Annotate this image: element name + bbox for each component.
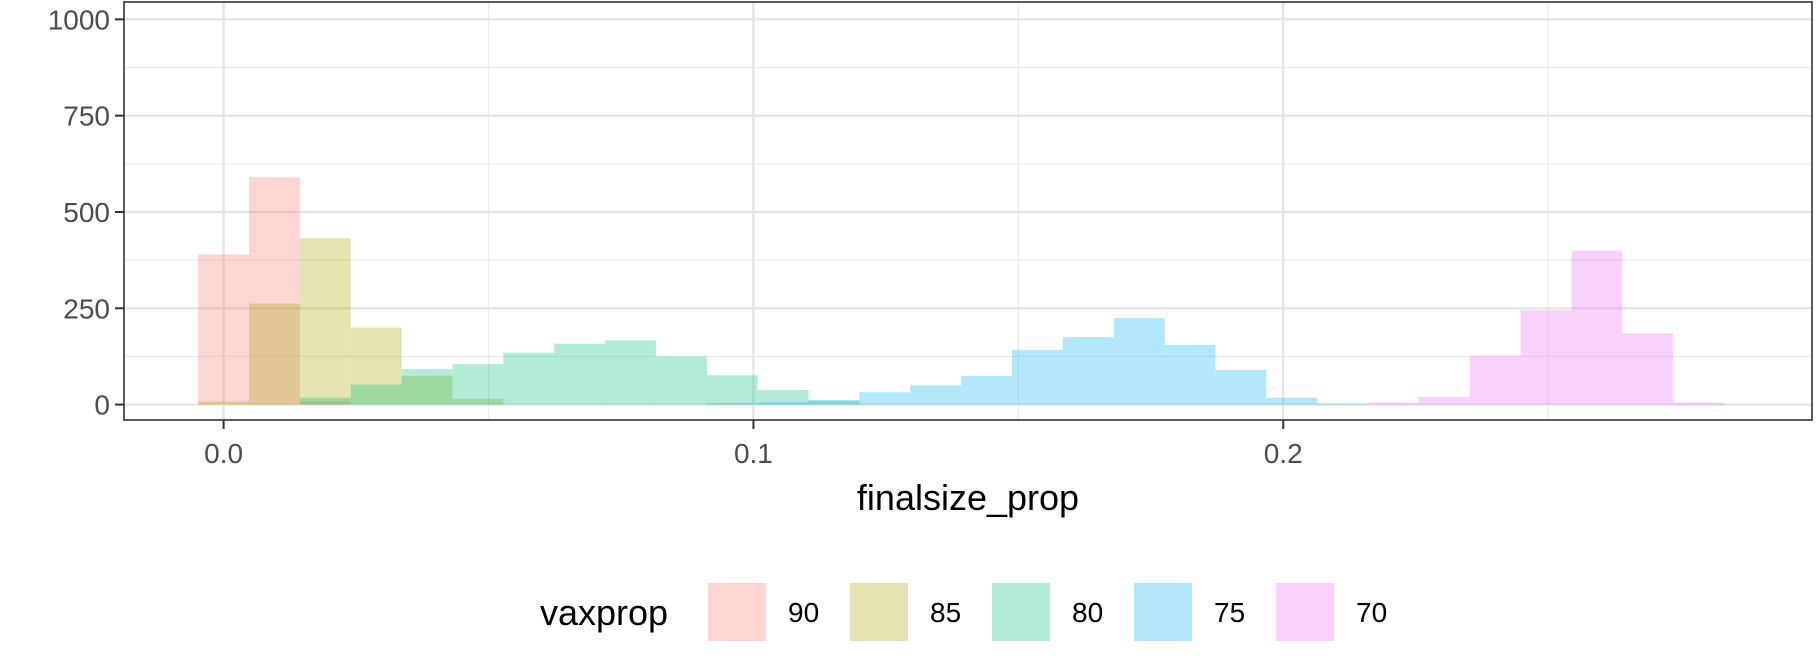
histogram-bar-vaxprop-75 bbox=[1164, 344, 1216, 405]
histogram-bar-vaxprop-75 bbox=[1317, 403, 1369, 405]
x-tick-label: 0.2 bbox=[1264, 438, 1303, 469]
histogram-bar-vaxprop-70 bbox=[1418, 396, 1470, 405]
y-tick-label: 250 bbox=[63, 293, 110, 324]
histogram-bar-vaxprop-75 bbox=[1266, 397, 1318, 405]
legend-key-75 bbox=[1134, 583, 1192, 641]
legend-label-85: 85 bbox=[930, 597, 961, 628]
histogram-bar-vaxprop-90 bbox=[299, 400, 351, 405]
histogram-bar-vaxprop-80 bbox=[706, 375, 758, 405]
histogram-bar-vaxprop-75 bbox=[1215, 369, 1267, 405]
histogram-bar-vaxprop-75 bbox=[859, 392, 911, 405]
legend-title: vaxprop bbox=[540, 592, 668, 633]
histogram-bar-vaxprop-70 bbox=[1368, 402, 1419, 405]
histogram-bar-vaxprop-80 bbox=[808, 400, 860, 405]
y-tick-label: 500 bbox=[63, 197, 110, 228]
histogram-bars bbox=[198, 177, 1725, 405]
histogram-bar-vaxprop-70 bbox=[1673, 402, 1725, 405]
y-tick-label: 750 bbox=[63, 101, 110, 132]
histogram-bar-vaxprop-80 bbox=[655, 356, 707, 405]
histogram-bar-vaxprop-75 bbox=[1062, 337, 1114, 405]
histogram-bar-vaxprop-85 bbox=[249, 303, 300, 405]
histogram-bar-vaxprop-80 bbox=[503, 352, 555, 405]
legend-key-90 bbox=[708, 583, 766, 641]
legend-label-70: 70 bbox=[1356, 597, 1387, 628]
y-tick-label: 0 bbox=[94, 390, 110, 421]
x-tick-label: 0.1 bbox=[734, 438, 773, 469]
histogram-bar-vaxprop-75 bbox=[910, 385, 962, 405]
legend-key-80 bbox=[992, 583, 1050, 641]
histogram-bar-vaxprop-85 bbox=[350, 327, 402, 405]
histogram-bar-vaxprop-80 bbox=[605, 340, 656, 405]
histogram-bar-vaxprop-85 bbox=[198, 401, 250, 405]
legend-key-85 bbox=[850, 583, 908, 641]
legend-label-80: 80 bbox=[1072, 597, 1103, 628]
x-tick-label: 0.0 bbox=[204, 438, 243, 469]
histogram-bar-vaxprop-70 bbox=[1520, 310, 1572, 405]
histogram-bar-vaxprop-80 bbox=[554, 343, 606, 405]
legend-label-75: 75 bbox=[1214, 597, 1245, 628]
axes: 0 250 500 750 1000 0.0 0.1 0.2 bbox=[48, 4, 1303, 469]
histogram-bar-vaxprop-75 bbox=[808, 399, 860, 405]
histogram-bar-vaxprop-90 bbox=[198, 254, 250, 405]
histogram-bar-vaxprop-75 bbox=[1113, 317, 1165, 405]
histogram-bar-vaxprop-80 bbox=[350, 384, 402, 405]
y-tick-label: 1000 bbox=[48, 4, 110, 35]
histogram-bar-vaxprop-80 bbox=[452, 364, 504, 405]
legend-label-90: 90 bbox=[788, 597, 819, 628]
histogram-bar-vaxprop-85 bbox=[401, 375, 453, 405]
histogram-bar-vaxprop-75 bbox=[961, 376, 1012, 405]
histogram-bar-vaxprop-80 bbox=[757, 389, 809, 405]
legend: vaxprop 90 85 80 75 70 bbox=[540, 583, 1387, 641]
histogram-bar-vaxprop-80 bbox=[401, 369, 453, 405]
grid-lines bbox=[124, 2, 1812, 420]
histogram-bar-vaxprop-85 bbox=[452, 398, 504, 405]
legend-key-70 bbox=[1276, 583, 1334, 641]
histogram-bar-vaxprop-85 bbox=[299, 238, 351, 405]
histogram-bar-vaxprop-70 bbox=[1571, 250, 1623, 405]
histogram-bar-vaxprop-75 bbox=[706, 403, 758, 405]
histogram-bar-vaxprop-80 bbox=[299, 397, 351, 405]
histogram-bar-vaxprop-70 bbox=[1469, 355, 1521, 405]
x-axis-title: finalsize_prop bbox=[857, 477, 1079, 518]
histogram-bar-vaxprop-90 bbox=[249, 177, 300, 405]
histogram-bar-vaxprop-75 bbox=[757, 402, 809, 405]
histogram-bar-vaxprop-75 bbox=[1011, 349, 1063, 405]
histogram-bar-vaxprop-70 bbox=[1622, 333, 1674, 405]
